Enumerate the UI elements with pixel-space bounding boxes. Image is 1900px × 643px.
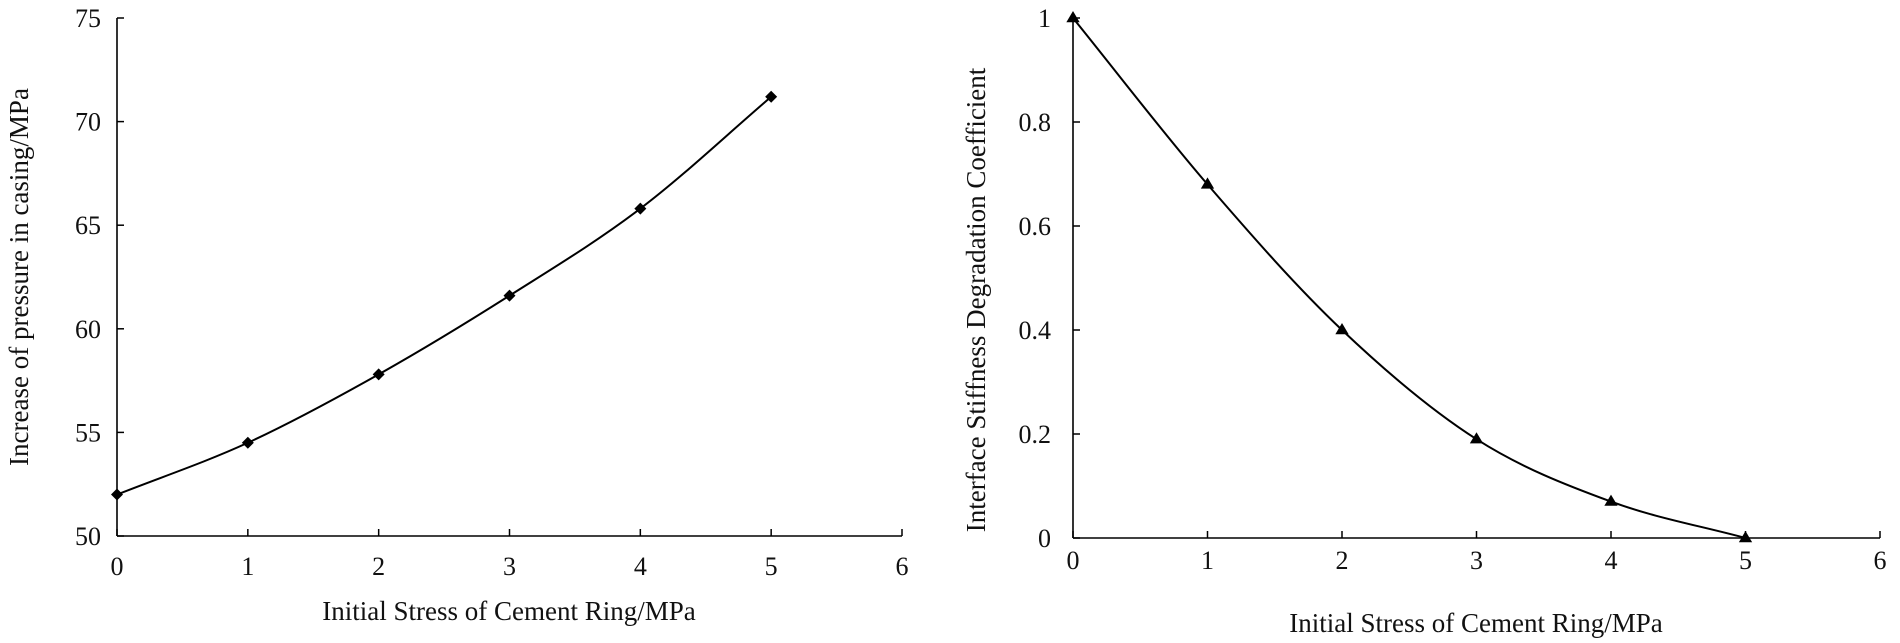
right-data-point-0: [1066, 11, 1080, 23]
chart-right: 0 1 2 3 4 5 6 0 0.2 0.4 0.6 0.8 1 Initial Stress of…: [961, 4, 1887, 638]
chart-left-x-tick-marks: [116, 529, 903, 536]
chart-right-x-tick-marks: [1072, 531, 1881, 538]
right-y-tick-label-2: 0.4: [1019, 316, 1052, 345]
right-x-tick-label-4: 4: [1605, 546, 1618, 575]
chart-right-markers: [1066, 11, 1753, 543]
right-y-tick-label-0: 0: [1038, 524, 1051, 553]
right-data-point-1: [1200, 177, 1215, 189]
left-y-tick-label-3: 65: [75, 211, 101, 240]
right-data-point-2: [1335, 323, 1349, 335]
chart-left: 0 1 2 3 4 5 6 50 55 60 65 70 75 Initial Stress of C…: [4, 4, 909, 626]
left-data-point-3: [503, 289, 516, 302]
left-data-point-1: [241, 436, 254, 449]
left-data-point-5: [765, 90, 778, 103]
chart-left-markers: [111, 90, 778, 501]
left-y-tick-label-1: 55: [75, 418, 101, 447]
left-x-tick-label-3: 3: [503, 552, 516, 581]
right-x-tick-label-6: 6: [1874, 546, 1887, 575]
right-x-tick-label-2: 2: [1336, 546, 1349, 575]
left-x-tick-label-1: 1: [241, 552, 254, 581]
chart-left-series-line: [116, 95, 772, 496]
right-data-point-5: [1738, 531, 1753, 543]
left-data-point-4: [634, 202, 647, 215]
left-x-tick-label-2: 2: [372, 552, 385, 581]
left-y-tick-label-4: 70: [75, 108, 101, 137]
right-x-tick-label-3: 3: [1470, 546, 1483, 575]
right-y-tick-label-4: 0.8: [1019, 108, 1052, 137]
chart-right-y-tick-labels: 0 0.2 0.4 0.6 0.8 1: [1019, 4, 1052, 553]
chart-left-y-tick-marks: [117, 17, 124, 537]
left-x-tick-label-4: 4: [634, 552, 647, 581]
left-y-tick-label-5: 75: [75, 4, 101, 33]
left-data-point-0: [111, 488, 123, 501]
left-y-tick-label-2: 60: [75, 315, 101, 344]
left-x-tick-label-0: 0: [111, 552, 124, 581]
chart-left-x-axis-title: Initial Stress of Cement Ring/MPa: [322, 596, 695, 626]
right-y-tick-label-1: 0.2: [1019, 420, 1052, 449]
right-x-tick-label-5: 5: [1739, 546, 1752, 575]
chart-left-y-tick-labels: 50 55 60 65 70 75: [75, 4, 101, 551]
left-data-point-2: [372, 368, 385, 381]
right-y-tick-label-5: 1: [1038, 4, 1051, 33]
chart-right-series-line: [1072, 17, 1746, 539]
right-x-tick-label-1: 1: [1201, 546, 1214, 575]
right-x-tick-label-0: 0: [1067, 546, 1080, 575]
chart-right-x-axis-title: Initial Stress of Cement Ring/MPa: [1289, 608, 1662, 638]
right-data-point-4: [1604, 494, 1618, 506]
chart-right-x-tick-labels: 0 1 2 3 4 5 6: [1067, 546, 1887, 575]
right-data-point-3: [1469, 432, 1484, 444]
left-x-tick-label-6: 6: [896, 552, 909, 581]
right-y-tick-label-3: 0.6: [1019, 212, 1052, 241]
left-y-tick-label-0: 50: [75, 522, 101, 551]
chart-right-y-axis-title: Interface Stiffness Degradation Coeffici…: [961, 67, 991, 532]
chart-left-y-axis-title: Increase of pressure in casing/MPa: [4, 88, 34, 466]
left-x-tick-label-5: 5: [765, 552, 778, 581]
chart-right-y-tick-marks: [1073, 17, 1080, 539]
chart-left-x-tick-labels: 0 1 2 3 4 5 6: [111, 552, 909, 581]
